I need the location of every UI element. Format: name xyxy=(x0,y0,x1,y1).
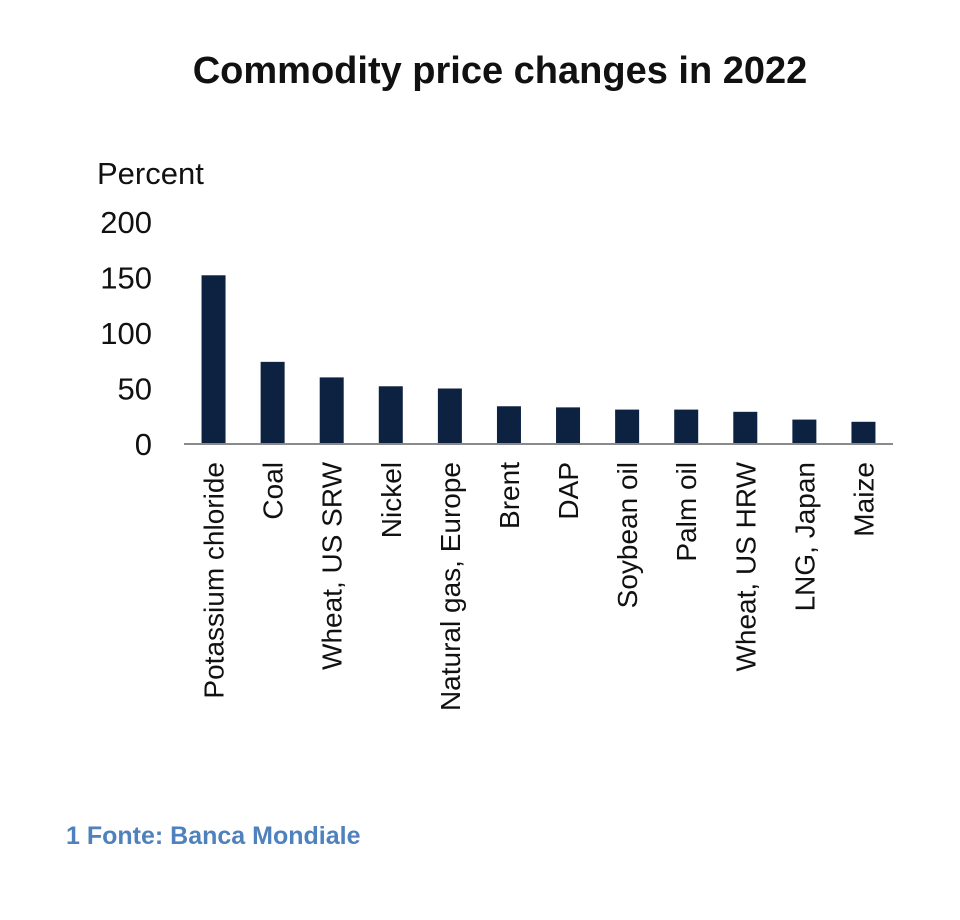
category-label: Maize xyxy=(848,462,879,537)
y-tick-label: 200 xyxy=(100,205,152,240)
bar xyxy=(851,421,876,444)
category-label: Brent xyxy=(494,462,525,529)
category-label: Wheat, US HRW xyxy=(730,461,761,671)
y-tick-label: 0 xyxy=(135,427,152,462)
category-label: Palm oil xyxy=(671,462,702,562)
bar xyxy=(437,388,462,444)
category-label: Wheat, US SRW xyxy=(317,461,348,670)
chart-title: Commodity price changes in 2022 xyxy=(192,50,808,92)
category-label: Soybean oil xyxy=(612,462,643,608)
bar-group xyxy=(201,275,876,444)
category-label: Nickel xyxy=(376,462,407,538)
y-tick-label: 50 xyxy=(118,372,152,407)
bar xyxy=(733,411,758,444)
category-label: Natural gas, Europe xyxy=(435,462,466,711)
bar xyxy=(792,419,817,444)
y-axis-label: Percent xyxy=(97,156,204,191)
category-label: Coal xyxy=(258,462,289,520)
category-label: LNG, Japan xyxy=(789,462,820,611)
y-axis-ticks: 0 50 100 150 200 xyxy=(100,205,152,462)
y-tick-label: 150 xyxy=(100,261,152,296)
bar xyxy=(319,377,344,444)
y-tick-label: 100 xyxy=(100,316,152,351)
category-label: Potassium chloride xyxy=(199,462,230,699)
figure-caption: 1 Fonte: Banca Mondiale xyxy=(66,822,361,850)
bar xyxy=(260,361,285,444)
category-label: DAP xyxy=(553,462,584,520)
bar xyxy=(556,407,581,444)
bar xyxy=(674,409,699,444)
bar xyxy=(378,386,403,444)
bar xyxy=(201,275,226,444)
category-labels: Potassium chloride Coal Wheat, US SRW Nicke… xyxy=(199,461,880,711)
bar xyxy=(496,406,521,444)
bar xyxy=(615,409,640,444)
